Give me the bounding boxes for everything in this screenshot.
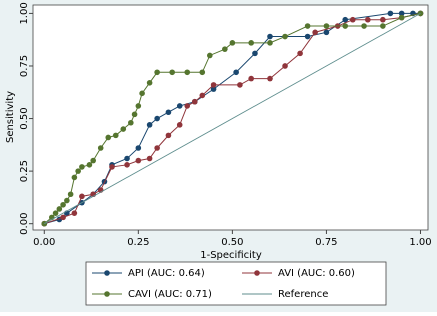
data-point [304, 23, 311, 29]
data-point [135, 103, 142, 109]
data-point [90, 157, 96, 164]
data-point [135, 157, 142, 164]
data-point [380, 16, 386, 23]
data-point [237, 82, 243, 88]
data-point [361, 23, 367, 29]
data-point [60, 201, 66, 208]
data-point [154, 115, 160, 122]
data-point [67, 191, 74, 198]
x-tick-label: 0.00 [33, 237, 55, 248]
data-point [71, 174, 78, 181]
data-point [120, 126, 127, 132]
data-point [154, 69, 160, 76]
x-tick-label: 1.00 [409, 237, 431, 248]
data-point [165, 109, 172, 116]
legend-label: API (AUC: 0.64) [128, 268, 205, 279]
data-point [75, 168, 81, 174]
data-point [304, 33, 311, 40]
data-point [207, 52, 213, 59]
data-point [267, 33, 273, 40]
data-point [56, 206, 63, 212]
data-point [342, 16, 349, 23]
data-point [323, 23, 330, 29]
data-point [297, 50, 303, 57]
data-point [365, 16, 371, 23]
data-point [128, 119, 134, 126]
data-point [342, 23, 349, 29]
data-point [139, 90, 145, 97]
data-point [109, 164, 115, 170]
data-point [267, 40, 273, 46]
data-point [282, 63, 288, 69]
data-point [380, 23, 386, 29]
legend-label: Reference [278, 289, 328, 300]
data-point [135, 145, 142, 151]
data-point [154, 145, 160, 151]
data-point [252, 50, 258, 57]
data-point [267, 75, 273, 82]
data-point [79, 193, 85, 200]
y-tick-label: 0.50 [19, 107, 30, 129]
data-point [210, 82, 217, 88]
data-point [124, 162, 130, 168]
data-point [199, 69, 206, 76]
data-point [86, 162, 93, 168]
data-point [233, 69, 239, 76]
data-point [222, 46, 228, 52]
data-point [146, 122, 153, 128]
data-point [169, 69, 175, 76]
data-point [176, 103, 183, 109]
data-point [146, 80, 153, 86]
data-point [176, 122, 183, 128]
data-point [146, 155, 153, 162]
legend-label: AVI (AUC: 0.60) [278, 268, 355, 279]
y-tick-label: 1.00 [19, 2, 30, 24]
legend [85, 261, 387, 306]
data-point [71, 210, 78, 216]
legend-label: CAVI (AUC: 0.71) [128, 289, 212, 300]
data-point [229, 40, 236, 46]
series-line [43, 12, 421, 225]
data-point [323, 29, 330, 36]
x-axis-title: 1-Specificity [200, 250, 262, 261]
data-point [184, 69, 191, 76]
data-point [60, 214, 66, 221]
data-point [79, 164, 85, 170]
legend-marker [104, 270, 110, 276]
data-point [131, 111, 138, 118]
data-point [165, 132, 172, 139]
x-tick-label: 0.75 [315, 237, 337, 248]
data-point [199, 92, 206, 99]
data-point [105, 134, 112, 141]
data-point [97, 145, 104, 151]
data-point [64, 197, 70, 204]
data-point [112, 132, 119, 139]
y-tick-label: 0.25 [19, 160, 30, 182]
data-point [184, 103, 191, 109]
data-point [312, 29, 318, 36]
series-line [44, 13, 421, 225]
y-axis-title: Sensitivity [5, 91, 16, 143]
data-point [210, 86, 217, 92]
legend-marker [254, 270, 260, 276]
data-point [124, 155, 130, 162]
data-point [191, 98, 198, 105]
data-point [248, 40, 254, 46]
y-tick-label: 0.75 [19, 55, 30, 77]
data-point [387, 10, 394, 17]
data-point [248, 75, 254, 82]
x-tick-label: 0.25 [127, 237, 149, 248]
data-point [349, 16, 356, 23]
data-point [398, 10, 405, 17]
y-tick-label: 0.00 [19, 213, 30, 235]
data-point [282, 33, 288, 40]
data-point [398, 14, 405, 21]
legend-marker [104, 291, 110, 297]
x-tick-label: 0.50 [221, 237, 243, 248]
data-point [52, 210, 59, 216]
